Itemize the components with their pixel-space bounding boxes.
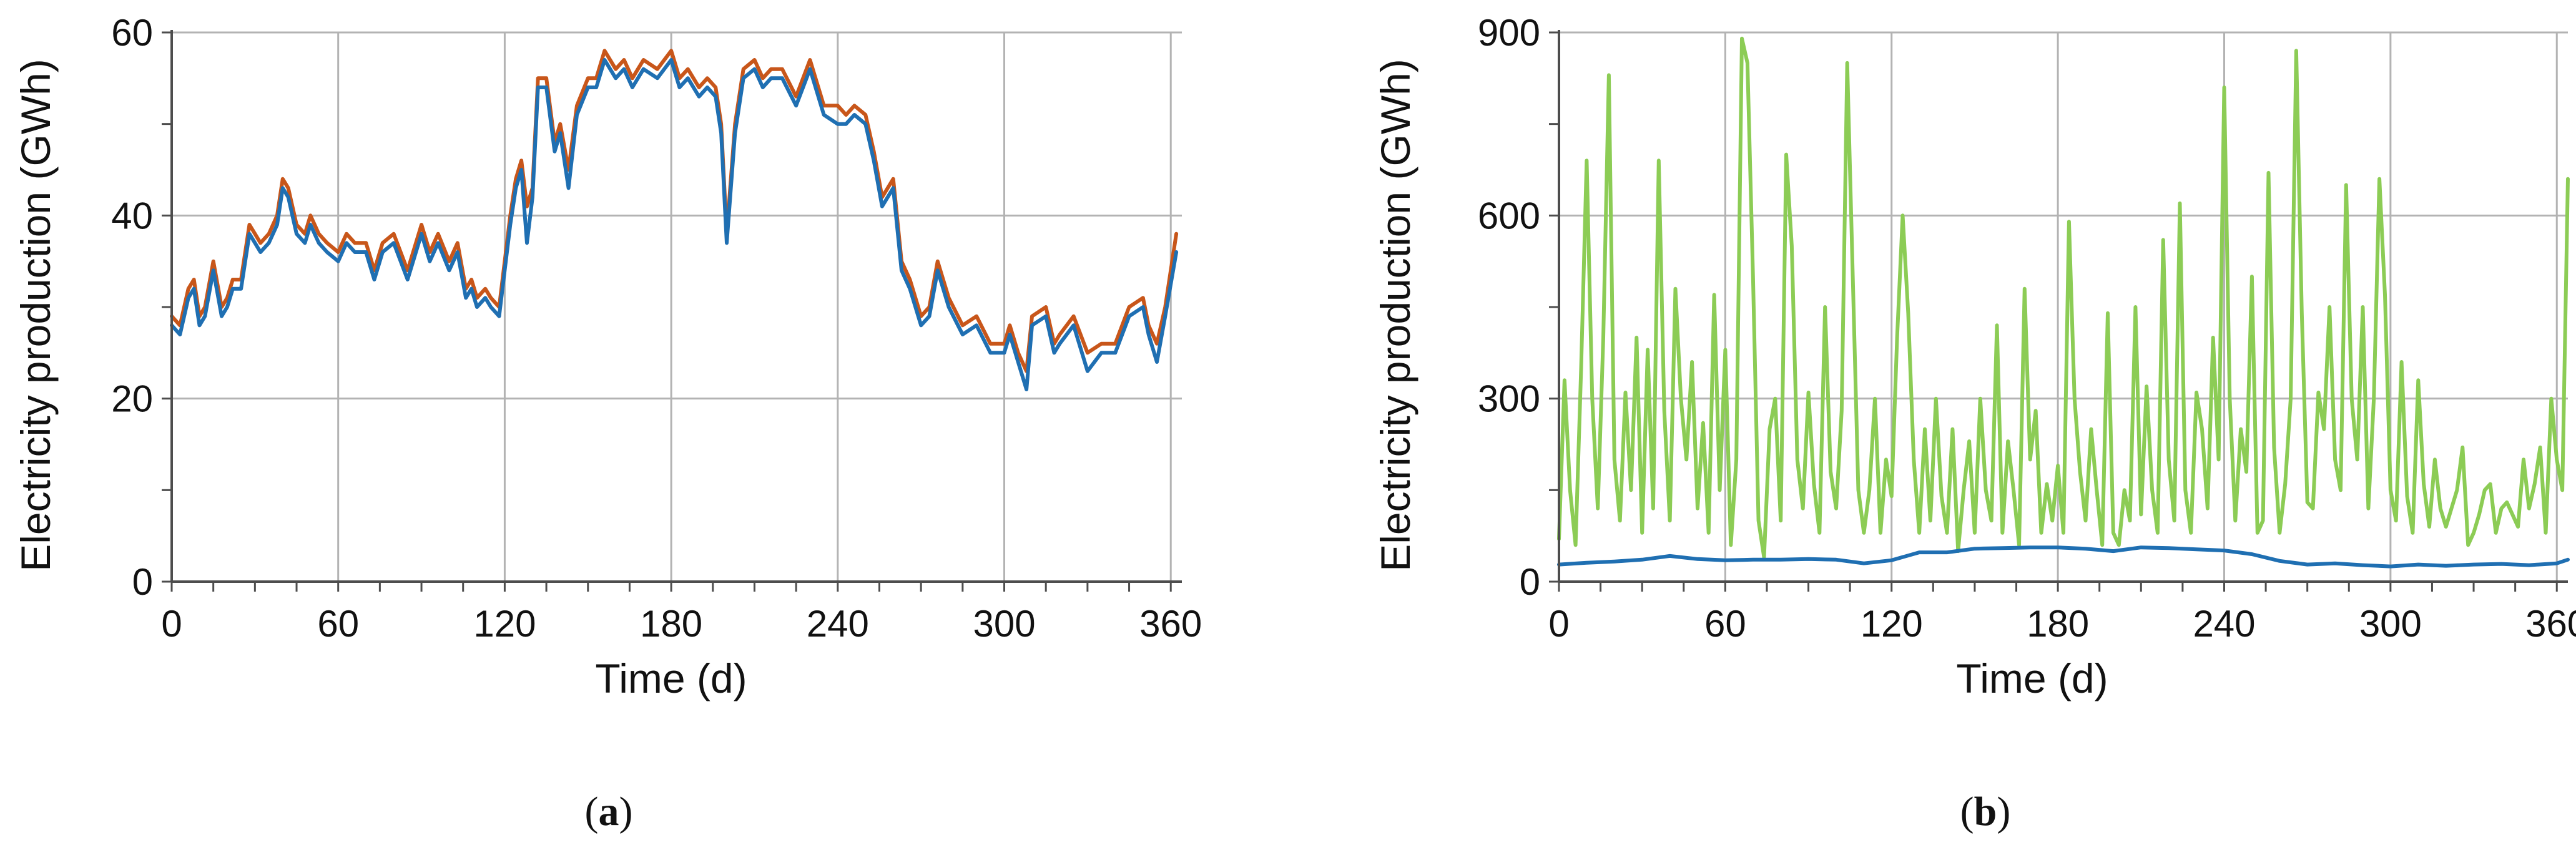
panel-b-y-tick-label: 0 bbox=[1520, 561, 1540, 603]
panel-a-caption-open: ( bbox=[585, 789, 599, 834]
panel-a-x-tick-label: 300 bbox=[973, 603, 1035, 645]
panel-a-y-tick-label: 60 bbox=[111, 12, 153, 54]
panel-b-series-1-line bbox=[1557, 36, 2570, 559]
panel-b-x-tick-label: 0 bbox=[1548, 603, 1569, 645]
panel-a-y-tick-label: 0 bbox=[132, 561, 153, 603]
panel-b-x-tick-label: 240 bbox=[2193, 603, 2255, 645]
panel-a-y-tick-label: 40 bbox=[111, 195, 153, 237]
panel-a-y-axis-title: Electricity production (GWh) bbox=[12, 59, 59, 572]
panel-b-tick-labels: 0 60 120 180 240 300 360 0 300 600 900 bbox=[1478, 12, 2576, 645]
panel-a-x-tick-label: 360 bbox=[1139, 603, 1202, 645]
panel-b-x-tick-label: 300 bbox=[2359, 603, 2422, 645]
panel-b-x-tick-label: 120 bbox=[1861, 603, 1923, 645]
panel-a-series-1-line bbox=[170, 49, 1179, 373]
panel-b-x-tick-label: 60 bbox=[1704, 603, 1746, 645]
panel-b-x-tick-label: 360 bbox=[2525, 603, 2576, 645]
panel-a-caption-close: ) bbox=[619, 789, 633, 834]
panel-a-x-axis-title: Time (d) bbox=[595, 655, 747, 701]
panel-a-line-chart: 0 60 120 180 240 300 360 0 20 40 60 Time (d) Elect… bbox=[12, 12, 1202, 834]
panel-b-y-tick-label: 900 bbox=[1478, 12, 1540, 54]
panel-a-x-tick-label: 180 bbox=[640, 603, 702, 645]
panel-a-x-tick-label: 240 bbox=[807, 603, 869, 645]
panel-a-x-tick-label: 0 bbox=[161, 603, 182, 645]
panel-b-y-axis-title: Electricity production (GWh) bbox=[1372, 59, 1418, 572]
panel-a-tick-labels: 0 60 120 180 240 300 360 0 20 40 60 bbox=[111, 12, 1202, 645]
panel-a-x-tick-label: 120 bbox=[473, 603, 536, 645]
panel-a-y-tick-label: 20 bbox=[111, 378, 153, 420]
panel-b-x-tick-label: 180 bbox=[2027, 603, 2089, 645]
panel-a-caption-letter: a bbox=[599, 789, 619, 834]
panel-b-y-tick-label: 600 bbox=[1478, 195, 1540, 237]
panel-a-series bbox=[170, 49, 1179, 391]
panel-b-y-tick-label: 300 bbox=[1478, 378, 1540, 420]
panel-b-caption-close: ) bbox=[1997, 789, 2010, 834]
panel-b-x-axis-title: Time (d) bbox=[1956, 655, 2108, 701]
panel-b-series bbox=[1557, 36, 2570, 569]
panel-a-series-2-line bbox=[170, 58, 1179, 391]
panel-b-axes bbox=[1549, 30, 2568, 592]
panel-b-caption-open: ( bbox=[1960, 789, 1974, 834]
panel-b-line-chart: 0 60 120 180 240 300 360 0 300 600 900 Time (d) El… bbox=[1372, 12, 2576, 834]
panel-b-caption-letter: b bbox=[1974, 789, 1997, 834]
panel-a-grid bbox=[172, 31, 1182, 582]
panel-a-x-tick-label: 60 bbox=[317, 603, 359, 645]
panel-b-caption: (b) bbox=[1960, 789, 2011, 834]
panel-b-series-2-line bbox=[1557, 545, 2570, 569]
panel-a-axes bbox=[162, 30, 1182, 592]
panel-a-caption: (a) bbox=[585, 789, 633, 834]
